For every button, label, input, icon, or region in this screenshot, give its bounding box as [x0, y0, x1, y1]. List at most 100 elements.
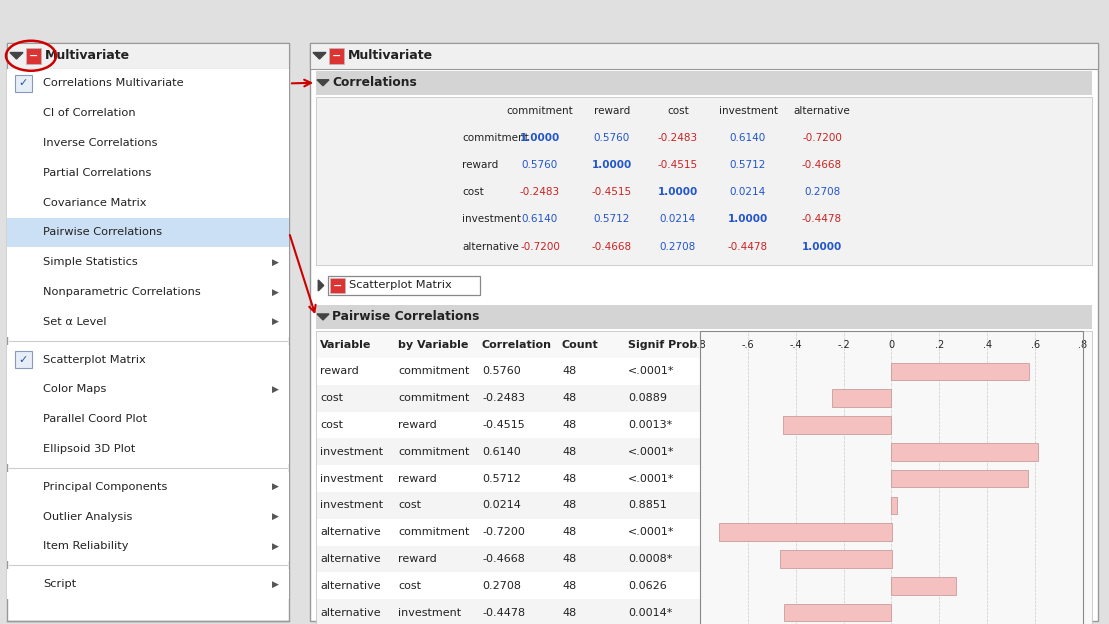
Text: -0.2483: -0.2483	[482, 393, 525, 403]
Bar	[317, 572, 700, 599]
Bar	[784, 604, 892, 622]
Bar	[7, 277, 289, 307]
Text: ▶: ▶	[272, 512, 278, 521]
Text: investment: investment	[321, 474, 383, 484]
Text: Item Reliability: Item Reliability	[43, 542, 129, 552]
Text: 0.2708: 0.2708	[660, 241, 696, 251]
Text: 48: 48	[562, 527, 577, 537]
Text: 48: 48	[562, 474, 577, 484]
Text: CI of Correlation: CI of Correlation	[43, 108, 135, 118]
Text: −: −	[29, 51, 38, 61]
Text: ▶: ▶	[272, 580, 278, 588]
Text: 0.0014*: 0.0014*	[628, 608, 672, 618]
Text: investment: investment	[321, 500, 383, 510]
Text: alternative: alternative	[321, 554, 380, 564]
Bar	[7, 472, 289, 502]
Polygon shape	[317, 314, 329, 320]
Text: reward: reward	[398, 420, 437, 430]
Bar	[317, 545, 700, 572]
Text: commitment: commitment	[398, 527, 469, 537]
Text: Set α Level: Set α Level	[43, 317, 106, 327]
Text: ✓: ✓	[19, 354, 28, 364]
Text: Covariance Matrix: Covariance Matrix	[43, 198, 146, 208]
Bar	[7, 404, 289, 434]
Bar	[7, 344, 289, 374]
Text: <.0001*: <.0001*	[628, 474, 674, 484]
Bar	[7, 69, 289, 99]
Text: 48: 48	[562, 366, 577, 376]
Bar	[317, 519, 700, 545]
Text: Signif Prob: Signif Prob	[628, 339, 698, 349]
Text: 48: 48	[562, 393, 577, 403]
Text: commitment: commitment	[398, 447, 469, 457]
Polygon shape	[10, 52, 23, 59]
Text: reward: reward	[398, 554, 437, 564]
Bar	[719, 524, 892, 541]
Text: alternative: alternative	[321, 581, 380, 591]
Bar	[7, 158, 289, 188]
Bar	[317, 358, 700, 385]
Text: -0.4478: -0.4478	[802, 215, 842, 225]
Text: 48: 48	[562, 500, 577, 510]
Text: cost: cost	[462, 187, 484, 197]
Text: -.8: -.8	[694, 339, 706, 349]
Text: -0.7200: -0.7200	[520, 241, 560, 251]
Bar	[316, 97, 1092, 265]
Text: 48: 48	[562, 420, 577, 430]
Bar	[832, 389, 892, 407]
Text: -.6: -.6	[742, 339, 754, 349]
Text: investment: investment	[719, 105, 777, 115]
Text: Pairwise Correlations: Pairwise Correlations	[332, 311, 479, 323]
Text: 0.2708: 0.2708	[482, 581, 521, 591]
Text: reward: reward	[462, 160, 498, 170]
Text: 48: 48	[562, 554, 577, 564]
Text: ▶: ▶	[272, 258, 278, 266]
Text: -.4: -.4	[790, 339, 802, 349]
Text: 0.0889: 0.0889	[628, 393, 667, 403]
Bar	[328, 276, 480, 295]
Text: commitment: commitment	[398, 393, 469, 403]
Bar	[317, 439, 700, 466]
Text: cost: cost	[668, 105, 689, 115]
Text: .6: .6	[1030, 339, 1040, 349]
Bar	[317, 599, 700, 624]
Polygon shape	[317, 80, 329, 85]
Text: -0.4515: -0.4515	[658, 160, 698, 170]
Text: <.0001*: <.0001*	[628, 447, 674, 457]
Text: -0.7200: -0.7200	[482, 527, 525, 537]
Text: Scatterplot Matrix: Scatterplot Matrix	[43, 354, 145, 364]
Text: 0.8851: 0.8851	[628, 500, 667, 510]
Bar	[7, 43, 289, 69]
Bar	[780, 550, 892, 568]
Text: 0.0626: 0.0626	[628, 581, 667, 591]
Text: 48: 48	[562, 608, 577, 618]
Bar	[7, 218, 289, 247]
Text: Outlier Analysis: Outlier Analysis	[43, 512, 132, 522]
Text: Correlation: Correlation	[482, 339, 552, 349]
Text: -0.2483: -0.2483	[520, 187, 560, 197]
Text: alternative: alternative	[321, 527, 380, 537]
Text: ▶: ▶	[272, 385, 278, 394]
Text: commitment: commitment	[507, 105, 573, 115]
Text: 0.5760: 0.5760	[482, 366, 521, 376]
Bar	[892, 497, 896, 514]
Text: -.2: -.2	[837, 339, 849, 349]
Bar	[316, 331, 1092, 624]
Text: Color Maps: Color Maps	[43, 384, 106, 394]
Bar	[7, 128, 289, 158]
Text: 0.0013*: 0.0013*	[628, 420, 672, 430]
Text: -0.4515: -0.4515	[482, 420, 525, 430]
Bar	[316, 71, 1092, 95]
Bar	[316, 305, 1092, 329]
Text: 0.2708: 0.2708	[804, 187, 841, 197]
Bar	[7, 532, 289, 562]
Text: ✓: ✓	[19, 79, 28, 89]
Bar	[26, 48, 41, 64]
Text: -0.4668: -0.4668	[802, 160, 842, 170]
Text: cost: cost	[398, 581, 421, 591]
Bar	[317, 466, 700, 492]
Text: reward: reward	[398, 474, 437, 484]
Text: 1.0000: 1.0000	[802, 241, 842, 251]
Text: Variable: Variable	[321, 339, 372, 349]
Text: 1.0000: 1.0000	[520, 133, 560, 143]
